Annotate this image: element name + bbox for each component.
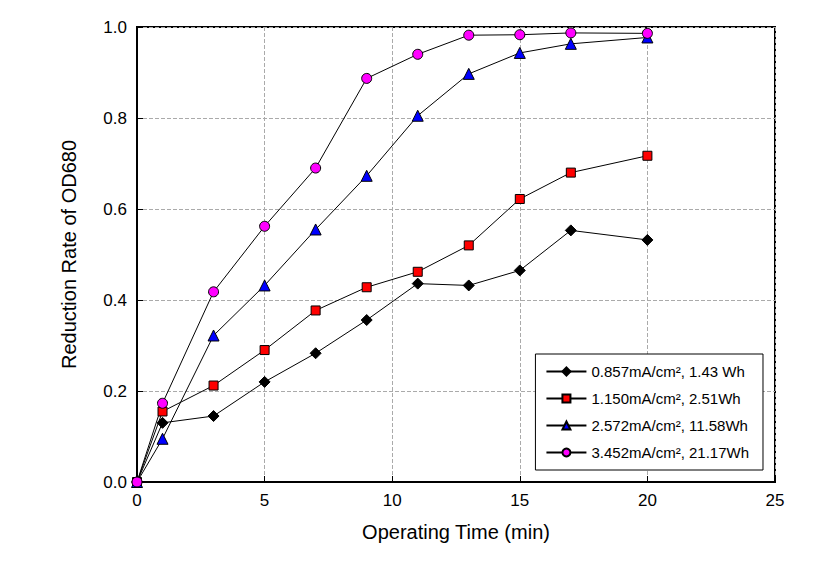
svg-text:3.452mA/cm², 21.17Wh: 3.452mA/cm², 21.17Wh (591, 444, 749, 461)
svg-text:0.8: 0.8 (103, 109, 127, 128)
svg-text:Reduction Rate of OD680: Reduction Rate of OD680 (58, 140, 80, 369)
svg-text:25: 25 (766, 491, 785, 510)
svg-text:2.572mA/cm², 11.58Wh: 2.572mA/cm², 11.58Wh (591, 417, 747, 434)
svg-text:1.150mA/cm², 2.51Wh: 1.150mA/cm², 2.51Wh (591, 390, 740, 407)
svg-text:15: 15 (510, 491, 529, 510)
svg-text:0.857mA/cm², 1.43 Wh: 0.857mA/cm², 1.43 Wh (591, 363, 744, 380)
svg-text:0.6: 0.6 (103, 200, 127, 219)
svg-text:1.0: 1.0 (103, 18, 127, 37)
svg-text:5: 5 (260, 491, 269, 510)
svg-text:0.0: 0.0 (103, 473, 127, 492)
svg-text:0.2: 0.2 (103, 382, 127, 401)
svg-text:20: 20 (638, 491, 657, 510)
svg-text:0.4: 0.4 (103, 291, 127, 310)
svg-text:Operating Time (min): Operating Time (min) (362, 521, 550, 543)
svg-text:10: 10 (383, 491, 402, 510)
svg-text:0: 0 (132, 491, 141, 510)
